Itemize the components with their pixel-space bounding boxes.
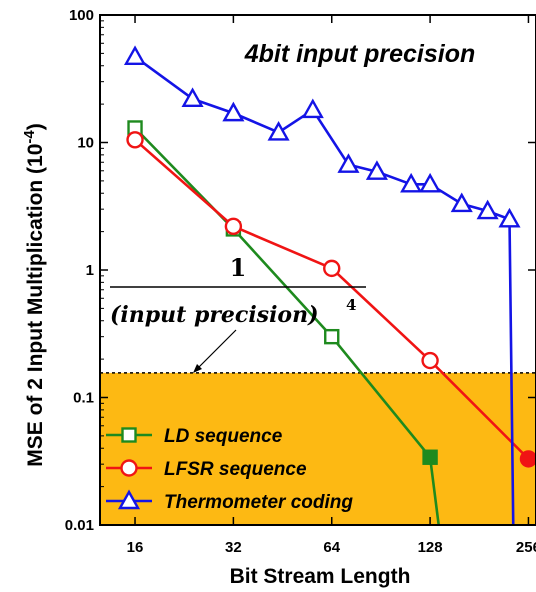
threshold-region	[100, 372, 536, 525]
tick-labels: 0.01 0.1 1 10 100 16 32 64 128 256	[65, 7, 536, 556]
chart-annotation: 4bit input precision	[244, 40, 476, 68]
y-axis-title-group: MSE of 2 Input Multiplication (10-4)	[21, 123, 47, 467]
x-tick-label: 256	[516, 539, 536, 556]
formula-numerator: 1	[230, 253, 247, 282]
series-1	[126, 131, 536, 468]
formula-denominator: (input precision)	[110, 302, 319, 328]
legend-marker	[121, 427, 137, 443]
series-2	[123, 45, 521, 526]
series-layer	[123, 45, 536, 526]
data-point-marker	[224, 217, 243, 236]
data-point-marker	[519, 450, 536, 468]
data-point-marker	[476, 199, 499, 220]
data-point-marker	[301, 98, 324, 119]
y-axis-title-close: )	[24, 123, 47, 130]
y-axis-title-main: MSE of 2 Input Multiplication (10	[24, 144, 47, 467]
legend-item: LFSR sequence	[106, 459, 307, 480]
data-point-marker	[324, 328, 340, 345]
data-point-marker	[450, 192, 473, 213]
y-tick-label: 100	[69, 7, 94, 24]
legend-label: Thermometer coding	[164, 492, 353, 513]
legend: LD sequence LFSR sequence Thermometer codi…	[106, 426, 353, 513]
y-axis-title: MSE of 2 Input Multiplication (10-4)	[21, 123, 47, 467]
data-point-marker	[337, 153, 360, 173]
legend-marker	[120, 459, 138, 477]
plot-frame	[99, 14, 536, 526]
y-tick-label: 0.1	[73, 390, 94, 407]
threshold-formula: 1 (input precision) 4	[110, 253, 366, 373]
plot-background	[100, 15, 536, 525]
data-point-marker	[400, 172, 423, 193]
y-tick-label: 0.01	[65, 517, 94, 534]
x-tick-label: 16	[127, 539, 144, 556]
y-tick-label: 1	[86, 262, 94, 279]
data-point-marker	[181, 87, 204, 108]
legend-marker	[117, 489, 141, 510]
legend-item: LD sequence	[106, 426, 283, 447]
y-axis-title-exponent: -4	[21, 130, 38, 144]
x-tick-label: 32	[225, 539, 242, 556]
data-point-marker	[267, 120, 290, 141]
data-point-marker	[422, 449, 438, 465]
data-point-marker	[421, 351, 439, 370]
arrowhead-icon	[193, 364, 202, 373]
legend-label: LD sequence	[164, 426, 283, 447]
y-tick-label: 10	[77, 135, 94, 152]
data-point-marker	[323, 259, 341, 278]
formula-exponent: 4	[346, 296, 356, 314]
data-point-marker	[365, 160, 388, 180]
data-point-marker	[222, 101, 245, 122]
x-tick-label: 64	[323, 539, 340, 556]
x-axis-title: Bit Stream Length	[230, 565, 411, 588]
data-point-marker	[123, 45, 147, 66]
formula-pointer-arrow	[195, 329, 237, 371]
x-tick-label: 128	[418, 539, 443, 556]
data-point-marker	[419, 172, 442, 193]
data-point-marker	[126, 131, 144, 149]
plot-border	[99, 14, 536, 526]
data-point-marker	[498, 207, 521, 228]
legend-item: Thermometer coding	[106, 489, 353, 513]
legend-label: LFSR sequence	[164, 459, 307, 480]
